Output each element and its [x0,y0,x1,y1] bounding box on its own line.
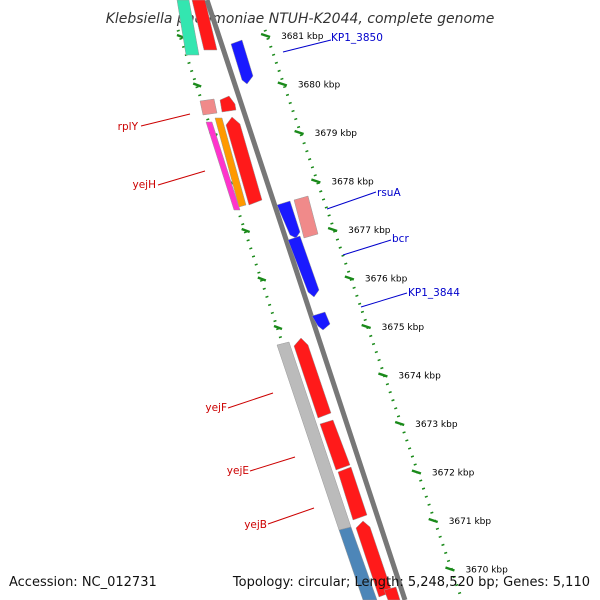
scale-tick-outer [277,81,288,87]
genome-backbone [204,0,408,600]
leader-KP1-3850 [282,39,332,53]
leader-KP1-3844 [360,292,408,308]
major-ticks: 3681 kbp 3680 kbp 3679 kbp 3678 kbp 3677 kbp… [176,32,508,576]
label-rplY: rplY [118,121,139,133]
gene-yejH-orange [214,117,247,208]
label-yejF: yejF [205,402,227,414]
genome-summary-text: Topology: circular; Length: 5,248,520 bp… [232,575,590,590]
gene-KP1-3850-arrow [230,39,254,85]
gene-red-block-bottom [383,586,401,600]
scale-tick-outer [327,226,338,233]
scale-tick-inner [192,82,202,88]
label-KP1-3844: KP1_3844 [408,287,460,299]
gene-block-teal [176,0,200,56]
scale-tick-outer [260,32,271,39]
scale-tick-outer [428,517,439,524]
scale-tick-label: 3681 kbp [281,32,324,42]
scale-tick-label: 3677 kbp [348,226,391,236]
scale-tick-label: 3673 kbp [415,420,458,430]
outer-dotted-guide [263,29,464,600]
scale-tick-outer [344,275,355,281]
label-rsuA: rsuA [377,187,401,199]
leader-yejF [227,392,274,409]
tick-guides [176,29,464,600]
right-tracks [230,39,331,331]
scale-tick-outer [310,178,321,184]
scale-tick-outer [394,420,405,427]
left-tracks [176,0,401,600]
scale-tick-outer [361,323,372,330]
scale-tick-inner [241,227,251,234]
leader-bcr [342,239,392,256]
scale-tick-outer [445,566,455,572]
scale-tick-outer [378,372,388,378]
label-yejE: yejE [227,465,249,477]
scale-tick-label: 3679 kbp [315,129,358,139]
scale-tick-label: 3676 kbp [365,275,408,285]
scale-tick-label: 3678 kbp [331,178,374,188]
label-KP1-3850: KP1_3850 [331,32,383,44]
label-bcr: bcr [392,233,409,245]
leader-rplY [140,113,191,127]
label-yejH: yejH [133,179,157,191]
gene-rplY-arrow [199,98,218,116]
scale-tick-label: 3671 kbp [449,517,492,527]
scale-tick-label: 3670 kbp [465,566,508,576]
leader-yejH [157,170,206,186]
scale-tick-label: 3672 kbp [432,469,475,479]
leader-yejB [267,507,315,525]
scale-tick-outer [411,469,422,475]
map-title: Klebsiella pneumoniae NTUH-K2044, comple… [106,11,495,27]
scale-tick-label: 3674 kbp [398,372,441,382]
accession-text: Accession: NC_012731 [9,575,157,590]
gene-red-arrow-bottom [355,520,393,598]
scale-tick-label: 3680 kbp [298,81,341,91]
gene-block-red-top [191,0,218,51]
plus-labels: KP1_3850 rsuA bcr KP1_3844 [282,32,460,308]
gene-KP1-3844-blue-arrow [287,235,320,298]
gene-small-blue-arrow [311,311,331,331]
leader-rsuA [326,191,377,210]
gene-yejF-red-arrow [293,337,332,419]
scale-tick-label: 3675 kbp [382,323,425,333]
scale-tick-outer [294,129,304,136]
gene-yejH-magenta [205,121,241,211]
leader-yejE [249,456,296,472]
gene-steel-blue-block [338,526,378,600]
scale-tick-inner [257,276,267,282]
gene-yejE-red-arrow [319,419,351,471]
gene-yejB-red-arrow [337,466,368,521]
gene-small-red-arrow [219,95,237,113]
gene-rsuA-pink [293,195,319,239]
scale-tick-inner [273,324,283,331]
gene-yejH-red-arrow [225,116,263,206]
minus-labels: rplY yejH yejF yejE yejB [118,113,315,531]
label-yejB: yejB [244,519,267,531]
gene-bcr-blue-arrow [276,200,301,239]
